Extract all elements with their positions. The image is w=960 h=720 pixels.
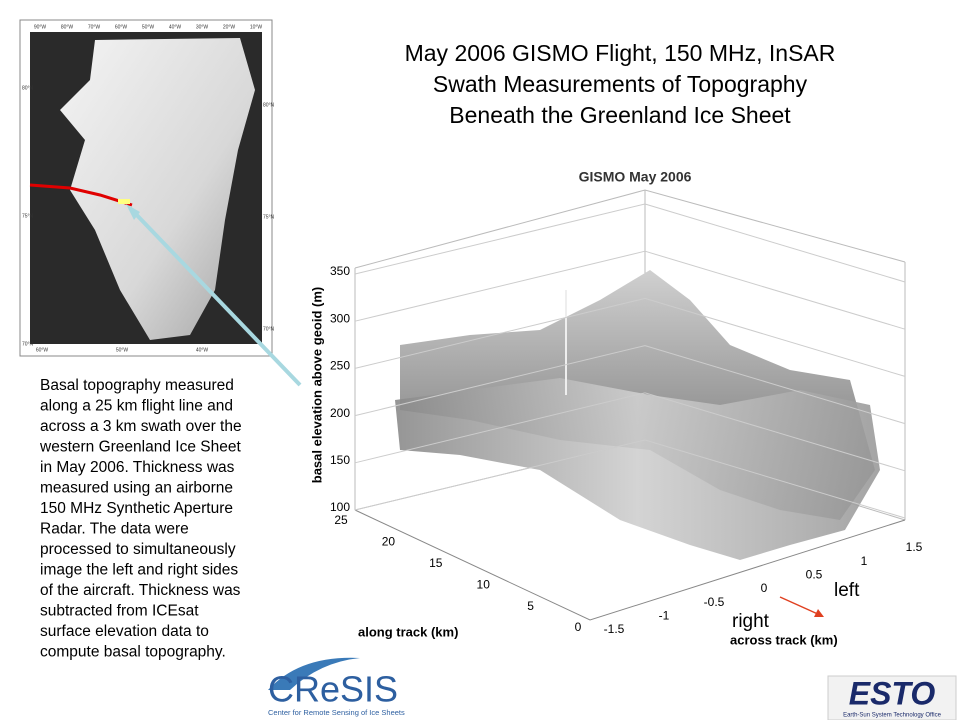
map-label: 60°W bbox=[36, 347, 49, 353]
map-label: 90°W bbox=[34, 24, 47, 30]
across-tick-label: 0.5 bbox=[806, 568, 823, 582]
right-annotation: right bbox=[732, 611, 770, 632]
logo-swoosh bbox=[268, 657, 360, 690]
z-tick-label: 200 bbox=[330, 406, 350, 420]
title-line: Beneath the Greenland Ice Sheet bbox=[449, 102, 791, 128]
description-line: 150 MHz Synthetic Aperture bbox=[40, 500, 233, 517]
map-label: 70°N bbox=[22, 341, 34, 347]
grid-line bbox=[644, 439, 906, 519]
logo-subtext: Center for Remote Sensing of Ice Sheets bbox=[268, 708, 405, 717]
map-label: 80°N bbox=[263, 102, 275, 108]
description-line: western Greenland Ice Sheet bbox=[39, 439, 241, 456]
direction-arrow bbox=[779, 596, 821, 616]
z-tick-label: 150 bbox=[330, 453, 350, 467]
grid-line bbox=[354, 345, 646, 417]
across-tick-label: -1 bbox=[659, 609, 670, 623]
across-tick-label: -0.5 bbox=[704, 595, 725, 609]
map-label: 80°N bbox=[22, 85, 34, 91]
ice-sheet bbox=[60, 38, 255, 340]
description-line: subtracted from ICEsat bbox=[40, 603, 199, 620]
map-label: 50°W bbox=[142, 24, 155, 30]
map-label: 10°W bbox=[250, 24, 263, 30]
z-tick-label: 300 bbox=[330, 311, 350, 325]
cresis-logo: CReSIS Center for Remote Sensing of Ice … bbox=[268, 657, 405, 717]
grid-line bbox=[354, 439, 646, 511]
map-label: 20°W bbox=[223, 24, 236, 30]
description-line: compute basal topography. bbox=[40, 644, 226, 661]
along-axis-label: along track (km) bbox=[358, 624, 458, 639]
grid-line bbox=[644, 250, 906, 330]
map-label: 75°N bbox=[22, 213, 34, 219]
description-line: Radar. The data were bbox=[40, 521, 189, 538]
description-line: in May 2006. Thickness was bbox=[40, 459, 235, 476]
map-label: 80°W bbox=[61, 24, 74, 30]
description-line: processed to simultaneously bbox=[40, 541, 236, 558]
map bbox=[19, 19, 302, 387]
grid-line bbox=[354, 392, 646, 464]
z-tick-label: 100 bbox=[330, 500, 350, 514]
grid-line bbox=[354, 250, 646, 322]
description-line: surface elevation data to bbox=[40, 623, 209, 640]
across-tick-label: 0 bbox=[761, 581, 768, 595]
logo-subtext: Earth-Sun System Technology Office bbox=[843, 713, 941, 719]
grid-line bbox=[644, 297, 906, 377]
logo-text: CReSIS bbox=[268, 669, 398, 710]
description-line: image the left and right sides bbox=[40, 562, 238, 579]
pointer-arrow bbox=[128, 206, 302, 387]
logo-frame bbox=[827, 675, 957, 720]
map-label: 50°W bbox=[116, 347, 129, 353]
description-line: of the aircraft. Thickness was bbox=[40, 582, 241, 599]
grid-line bbox=[644, 392, 906, 472]
across-tick-label: 1 bbox=[861, 554, 868, 568]
z-tick-label: 250 bbox=[330, 359, 350, 373]
along-tick-label: 20 bbox=[382, 535, 396, 549]
flight-line bbox=[29, 183, 133, 207]
map-label: 70°W bbox=[88, 24, 101, 30]
title-line: Swath Measurements of Topography bbox=[433, 71, 808, 97]
esto-logo: ESTO Earth-Sun System Technology Office bbox=[827, 675, 957, 720]
box-edge bbox=[354, 509, 906, 621]
grid-line bbox=[354, 297, 646, 369]
z-axis-label: basal elevation above geoid (m) bbox=[309, 287, 324, 484]
grid-line bbox=[644, 345, 906, 425]
map-label: 30°W bbox=[196, 24, 209, 30]
direction-arrow-head bbox=[814, 609, 824, 617]
across-axis-label: across track (km) bbox=[730, 632, 838, 647]
description-line: Basal topography measured bbox=[40, 377, 234, 394]
description-line: across a 3 km swath over the bbox=[40, 418, 242, 435]
map-label: 40°W bbox=[169, 24, 182, 30]
pointer-arrow-head bbox=[126, 204, 140, 220]
along-tick-label: 5 bbox=[527, 599, 534, 613]
across-tick-label: -1.5 bbox=[604, 622, 625, 636]
grid-line bbox=[354, 203, 646, 275]
plot-title: GISMO May 2006 bbox=[579, 169, 692, 185]
map-label: 70°N bbox=[263, 326, 275, 332]
left-annotation: left bbox=[834, 580, 860, 601]
map-label: 75°N bbox=[263, 214, 275, 220]
along-tick-label: 25 bbox=[334, 513, 348, 527]
along-tick-label: 15 bbox=[429, 556, 443, 570]
along-tick-label: 0 bbox=[575, 620, 582, 634]
flight-segment bbox=[118, 199, 130, 204]
grid-line bbox=[644, 203, 906, 283]
across-tick-label: 1.5 bbox=[906, 540, 923, 554]
surface bbox=[395, 270, 880, 560]
map-label: 40°W bbox=[196, 347, 209, 353]
logo-text: ESTO bbox=[849, 675, 936, 711]
z-tick-label: 350 bbox=[330, 264, 350, 278]
along-tick-label: 10 bbox=[477, 577, 491, 591]
title-line: May 2006 GISMO Flight, 150 MHz, InSAR bbox=[405, 40, 836, 66]
description-line: along a 25 km flight line and bbox=[40, 398, 233, 415]
surface-front bbox=[395, 378, 880, 560]
map-label: 60°W bbox=[115, 24, 128, 30]
box-edge bbox=[354, 189, 906, 269]
description-line: measured using an airborne bbox=[40, 480, 233, 497]
